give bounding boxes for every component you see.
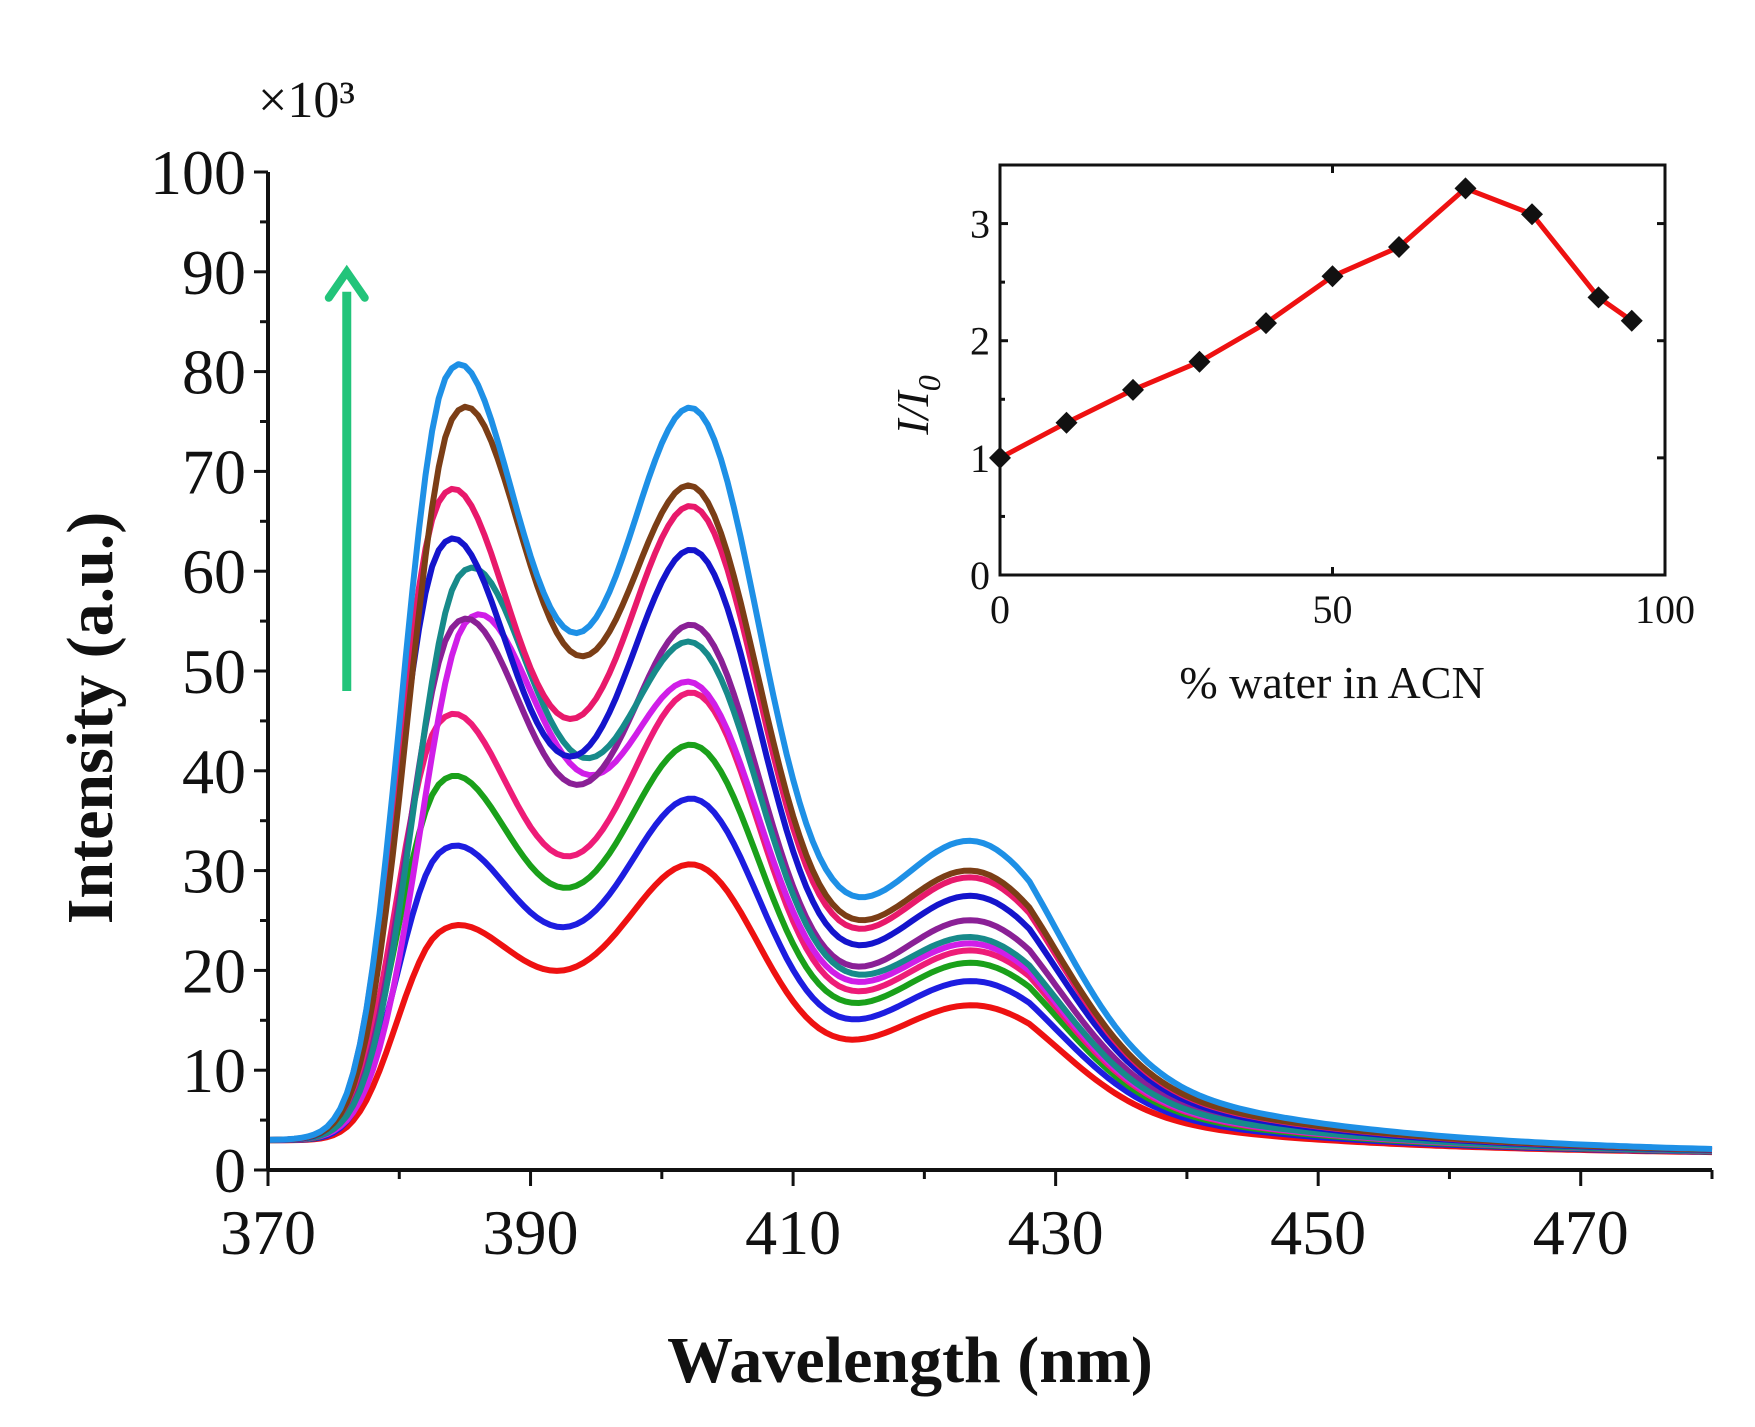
y-tick-label: 30	[182, 836, 246, 907]
inset-series	[989, 177, 1643, 469]
inset-y-axis-title: I/I0	[887, 375, 947, 435]
x-tick-label: 390	[483, 1197, 579, 1268]
y-tick-label: 50	[182, 636, 246, 707]
inset-marker	[1620, 309, 1643, 332]
inset-y-tick-label: 0	[970, 553, 990, 598]
x-tick-label: 370	[220, 1197, 316, 1268]
inset-y-axis-title-main: I/I	[887, 389, 938, 436]
y-tick-label: 70	[182, 436, 246, 507]
y-tick-label: 20	[182, 935, 246, 1006]
y-tick-label: 10	[182, 1035, 246, 1106]
arrow-head	[324, 264, 369, 302]
inset-y-tick-label: 3	[970, 202, 990, 247]
spectrum-line-0pct	[268, 861, 1713, 1156]
inset-marker	[1188, 350, 1211, 373]
inset-y-tick-label: 2	[970, 319, 990, 364]
inset-marker	[1521, 203, 1543, 226]
inset-x-tick-label: 50	[1313, 587, 1353, 632]
x-tick-label: 450	[1270, 1197, 1366, 1268]
y-tick-label: 80	[182, 337, 246, 408]
inset-x-axis-title: % water in ACN	[1179, 657, 1484, 708]
x-axis-title: Wavelength (nm)	[667, 1324, 1153, 1397]
y-tick-label: 60	[182, 536, 246, 607]
x-tick-label: 410	[745, 1197, 841, 1268]
y-tick-label: 0	[214, 1135, 246, 1206]
spectrum-line-95pct	[267, 361, 1713, 1152]
spectrum-line-10pct	[268, 795, 1712, 1155]
increase-arrow	[324, 264, 369, 691]
main-series-group	[267, 361, 1713, 1156]
inset-y-tick-label: 1	[970, 436, 990, 481]
inset-marker	[989, 446, 1011, 469]
inset-marker	[1122, 378, 1144, 401]
y-tick-label: 100	[150, 137, 246, 208]
inset-x-tick-label: 0	[990, 587, 1010, 632]
inset-marker	[1255, 312, 1277, 335]
inset-marker	[1055, 411, 1078, 434]
x-tick-label: 430	[1008, 1197, 1104, 1268]
inset-marker	[1587, 286, 1610, 309]
y-tick-label: 90	[182, 237, 246, 308]
inset-marker	[1388, 236, 1410, 258]
inset-marker	[1454, 177, 1477, 200]
inset-marker	[1321, 265, 1344, 288]
y-axis-title: Intensity (a.u.)	[54, 512, 127, 925]
x-tick-label: 470	[1533, 1197, 1629, 1268]
inset-ticks: 0 1 2 3 0 50 100	[970, 163, 1695, 632]
y-tick-label: 40	[182, 736, 246, 807]
y-multiplier-label: ×10³	[258, 72, 355, 129]
inset-frame	[998, 163, 1667, 577]
inset-y-axis-title-sub: 0	[911, 375, 947, 391]
inset-x-tick-label: 100	[1635, 587, 1695, 632]
